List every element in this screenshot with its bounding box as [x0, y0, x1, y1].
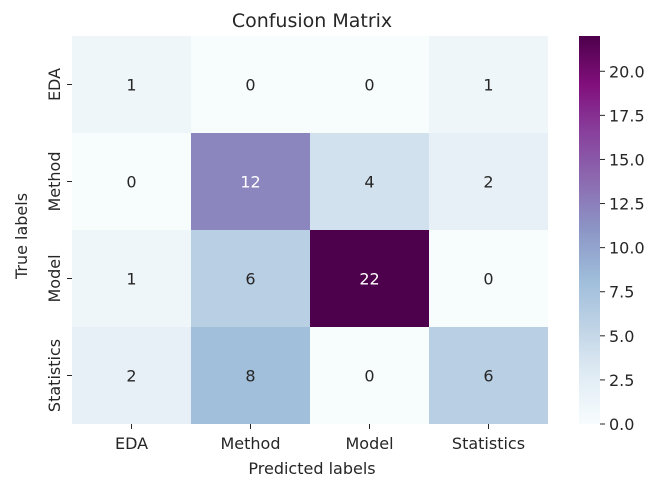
x-axis-ticks: EDA Method Model Statistics — [115, 424, 525, 453]
colorbar-tick-label: 7.5 — [609, 283, 634, 302]
y-tick-label: Model — [45, 254, 64, 302]
cell-value-label: 1 — [126, 270, 136, 289]
heatmap-cell — [429, 133, 548, 230]
heatmap-cell — [72, 327, 191, 424]
y-tick-label: Statistics — [45, 339, 64, 412]
y-axis-label: True labels — [12, 193, 31, 280]
cell-value-label: 6 — [483, 367, 493, 386]
cell-value-label: 6 — [245, 270, 255, 289]
heatmap-cell — [72, 36, 191, 133]
y-tick-label: EDA — [45, 68, 64, 101]
heatmap-cell-labels: 1 0 0 1 0 12 4 2 1 6 22 0 2 8 0 6 — [126, 76, 493, 386]
colorbar-gradient — [579, 36, 600, 424]
cell-value-label: 0 — [364, 76, 374, 95]
cell-value-label: 1 — [483, 76, 493, 95]
cell-value-label: 1 — [126, 76, 136, 95]
heatmap-cell — [72, 133, 191, 230]
cell-value-label: 0 — [364, 367, 374, 386]
cell-value-label: 2 — [483, 173, 493, 192]
heatmap-cell — [310, 36, 429, 133]
cell-value-label: 4 — [364, 173, 374, 192]
x-tick-label: EDA — [115, 434, 148, 453]
y-axis-ticks: EDA Method Model Statistics — [45, 68, 72, 412]
heatmap-cell — [310, 133, 429, 230]
heatmap-cell — [72, 230, 191, 327]
cell-value-label: 8 — [245, 367, 255, 386]
colorbar-tick-label: 0.0 — [609, 415, 634, 434]
cell-value-label: 12 — [240, 173, 260, 192]
heatmap-cell — [191, 133, 310, 230]
x-axis-label: Predicted labels — [248, 459, 375, 478]
colorbar-tick-label: 2.5 — [609, 371, 634, 390]
heatmap-cell — [429, 230, 548, 327]
colorbar-tick-label: 5.0 — [609, 327, 634, 346]
colorbar-tick-label: 15.0 — [609, 150, 645, 169]
x-tick-label: Method — [220, 434, 280, 453]
cell-value-label: 2 — [126, 367, 136, 386]
cell-value-label: 0 — [245, 76, 255, 95]
cell-value-label: 0 — [126, 173, 136, 192]
x-tick-label: Statistics — [452, 434, 525, 453]
heatmap-cell — [310, 230, 429, 327]
colorbar-tick-label: 17.5 — [609, 106, 645, 125]
colorbar-tick-label: 20.0 — [609, 62, 645, 81]
heatmap-cell — [191, 327, 310, 424]
heatmap-cells — [72, 36, 548, 424]
chart-title: Confusion Matrix — [232, 10, 392, 32]
heatmap-cell — [429, 36, 548, 133]
cell-value-label: 22 — [359, 270, 379, 289]
heatmap-cell — [310, 327, 429, 424]
colorbar: 0.0 2.5 5.0 7.5 10.0 12.5 15.0 17.5 20.0 — [579, 36, 645, 434]
colorbar-tick-label: 12.5 — [609, 195, 645, 214]
heatmap-cell — [191, 230, 310, 327]
colorbar-tick-label: 10.0 — [609, 239, 645, 258]
y-tick-label: Method — [45, 151, 64, 211]
heatmap-cell — [191, 36, 310, 133]
heatmap-cell — [429, 327, 548, 424]
cell-value-label: 0 — [483, 270, 493, 289]
x-tick-label: Model — [345, 434, 393, 453]
